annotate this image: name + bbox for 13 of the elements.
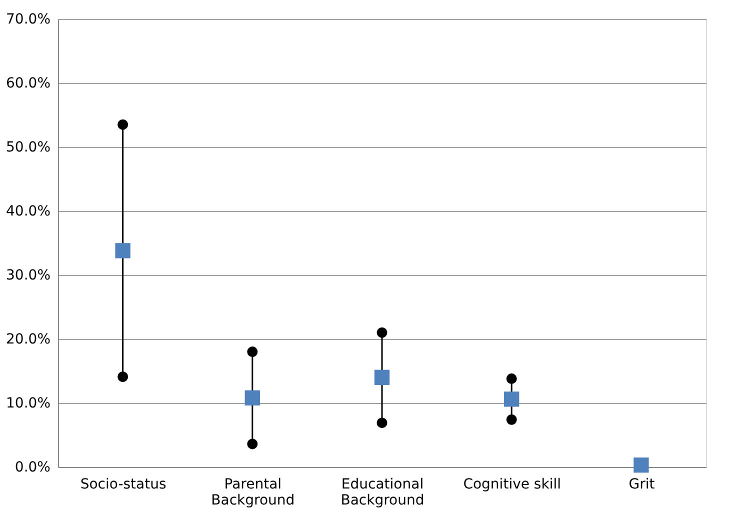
y-tick-label: 70.0% (6, 12, 50, 28)
x-tick-label: Parental Background (211, 476, 295, 508)
x-tick-label: Grit (628, 476, 656, 492)
y-tick-label: 10.0% (6, 396, 50, 412)
x-tick-label: Cognitive skill (463, 476, 561, 492)
x-tick-label: Educational Background (340, 476, 424, 508)
y-tick-label: 60.0% (6, 76, 50, 92)
x-tick-label: Socio-status (80, 476, 166, 492)
y-tick-label: 50.0% (6, 140, 50, 156)
y-tick-label: 30.0% (6, 268, 50, 284)
y-tick-label: 0.0% (14, 460, 50, 476)
y-tick-label: 20.0% (6, 332, 50, 348)
y-tick-label: 40.0% (6, 204, 50, 220)
